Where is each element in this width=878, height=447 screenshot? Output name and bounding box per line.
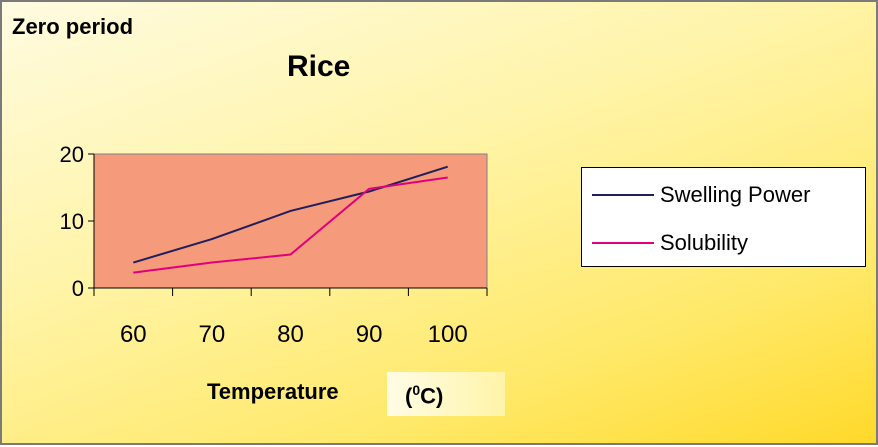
plot-background bbox=[94, 154, 487, 288]
x-tick-label: 60 bbox=[120, 321, 147, 348]
x-axis-unit: (0C) bbox=[405, 382, 443, 409]
legend-swatch-solubility bbox=[592, 242, 654, 244]
x-axis-label: Temperature (0C) bbox=[202, 372, 502, 417]
legend: Swelling Power Solubility bbox=[581, 167, 866, 267]
x-tick-label: 80 bbox=[277, 321, 304, 348]
legend-item-swelling-power: Swelling Power bbox=[592, 182, 810, 208]
x-axis-unit-close: C) bbox=[420, 383, 443, 408]
x-tick-label: 100 bbox=[428, 321, 468, 348]
y-tick-label: 20 bbox=[60, 142, 84, 167]
y-tick-label: 10 bbox=[60, 209, 84, 234]
legend-label-swelling-power: Swelling Power bbox=[660, 182, 810, 208]
legend-swatch-swelling-power bbox=[592, 194, 654, 196]
legend-label-solubility: Solubility bbox=[660, 230, 748, 256]
x-axis-unit-sup: 0 bbox=[412, 382, 420, 398]
x-axis-label-text: Temperature bbox=[207, 379, 339, 405]
x-tick-label: 70 bbox=[199, 321, 226, 348]
y-tick-label: 0 bbox=[72, 276, 84, 301]
legend-item-solubility: Solubility bbox=[592, 230, 748, 256]
y-ticks: 0 10 20 bbox=[60, 142, 94, 301]
x-ticks: 60 70 80 90 100 bbox=[94, 288, 487, 348]
x-tick-label: 90 bbox=[356, 321, 383, 348]
